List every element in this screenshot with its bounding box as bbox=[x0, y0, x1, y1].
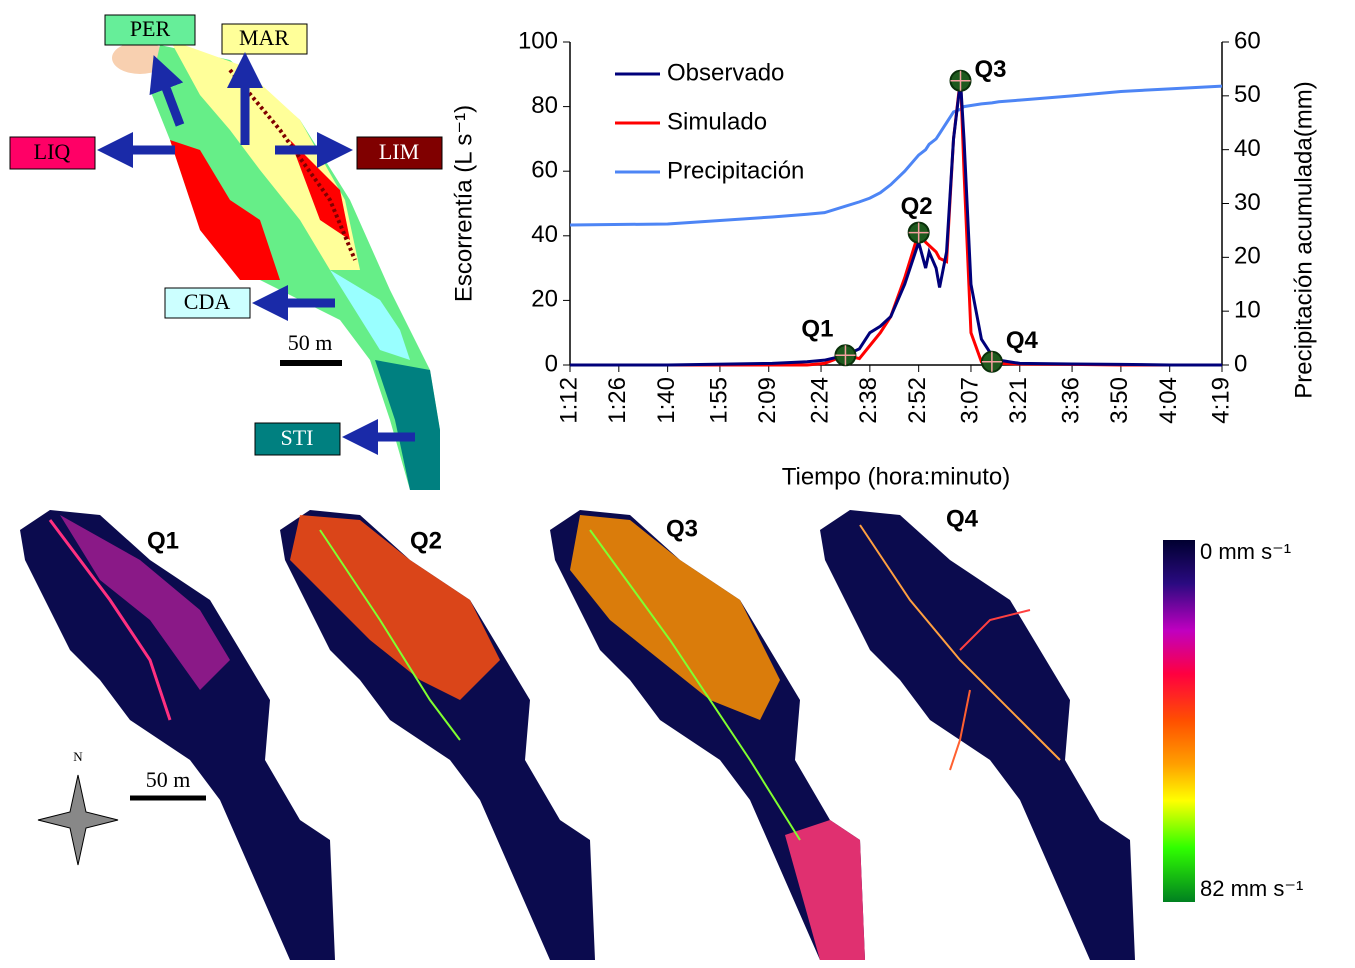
colorbar-label: 82 mm s⁻¹ bbox=[1200, 876, 1303, 901]
annotation-label: Q4 bbox=[1006, 327, 1039, 354]
legend-label: Simulado bbox=[667, 108, 767, 135]
annotation-cross bbox=[835, 345, 856, 366]
map-label: LIQ bbox=[34, 139, 71, 164]
panel-label: Q2 bbox=[410, 527, 442, 554]
y2-tick-label: 10 bbox=[1234, 297, 1261, 324]
x-tick-label: 2:52 bbox=[904, 377, 931, 424]
x-tick-label: 3:36 bbox=[1057, 377, 1084, 424]
y2-tick-label: 0 bbox=[1234, 350, 1247, 377]
x-tick-label: 1:26 bbox=[604, 377, 631, 424]
y-axis-title: Escorrentía (L s⁻¹) bbox=[450, 105, 477, 302]
panel-label: Q1 bbox=[147, 527, 179, 554]
x-tick-label: 1:40 bbox=[653, 377, 680, 424]
map-label: STI bbox=[281, 425, 314, 450]
annotation-cross bbox=[908, 222, 929, 243]
series-line bbox=[569, 84, 1223, 227]
annotation-label: Q2 bbox=[901, 193, 933, 220]
panel-label: Q4 bbox=[946, 505, 979, 532]
land-use-map bbox=[9, 14, 443, 490]
x-tick-label: 2:38 bbox=[855, 377, 882, 424]
x-tick-label: 3:50 bbox=[1106, 377, 1133, 424]
x-tick-label: 3:21 bbox=[1005, 377, 1032, 424]
y2-tick-label: 30 bbox=[1234, 189, 1261, 216]
annotation-label: Q3 bbox=[975, 56, 1007, 83]
x-tick-label: 2:24 bbox=[806, 377, 833, 424]
map-label: PER bbox=[130, 16, 171, 41]
colorbar-label: 0 mm s⁻¹ bbox=[1200, 539, 1291, 564]
x-tick-label: 3:07 bbox=[956, 377, 983, 424]
runoff-maps bbox=[20, 510, 1195, 960]
map-label: CDA bbox=[184, 289, 231, 314]
legend-label: Observado bbox=[667, 59, 784, 86]
north-label: N bbox=[73, 749, 83, 764]
scale-label: 50 m bbox=[288, 330, 333, 355]
y-tick-label: 100 bbox=[518, 27, 558, 54]
y-tick-label: 60 bbox=[531, 157, 558, 184]
x-tick-label: 4:04 bbox=[1155, 377, 1182, 424]
annotation-cross bbox=[950, 70, 971, 91]
y2-axis-title: Precipitación acumulada(mm) bbox=[1290, 81, 1317, 398]
x-tick-label: 2:09 bbox=[754, 377, 781, 424]
map-label: LIM bbox=[379, 139, 419, 164]
y2-tick-label: 20 bbox=[1234, 243, 1261, 270]
annotation-label: Q1 bbox=[801, 316, 833, 343]
x-axis-title: Tiempo (hora:minuto) bbox=[782, 463, 1011, 490]
panel-label: Q3 bbox=[666, 515, 698, 542]
y2-tick-label: 60 bbox=[1234, 27, 1261, 54]
x-tick-label: 1:55 bbox=[705, 377, 732, 424]
hydrograph: 0 20 40 60 80 100 0 10 20 30 40 50 60 1:12 1:26 1:40 1:5… bbox=[450, 27, 1317, 490]
y-tick-label: 0 bbox=[545, 350, 558, 377]
annotation-cross bbox=[981, 351, 1002, 372]
x-tick-label: 1:12 bbox=[555, 377, 582, 424]
scale-label: 50 m bbox=[146, 767, 191, 792]
y2-tick-label: 40 bbox=[1234, 135, 1261, 162]
map-label: MAR bbox=[239, 25, 289, 50]
legend-label: Precipitación bbox=[667, 157, 804, 184]
y-tick-label: 80 bbox=[531, 92, 558, 119]
y-tick-label: 20 bbox=[531, 286, 558, 313]
x-tick-label: 4:19 bbox=[1207, 377, 1234, 424]
y2-tick-label: 50 bbox=[1234, 81, 1261, 108]
y-tick-label: 40 bbox=[531, 221, 558, 248]
